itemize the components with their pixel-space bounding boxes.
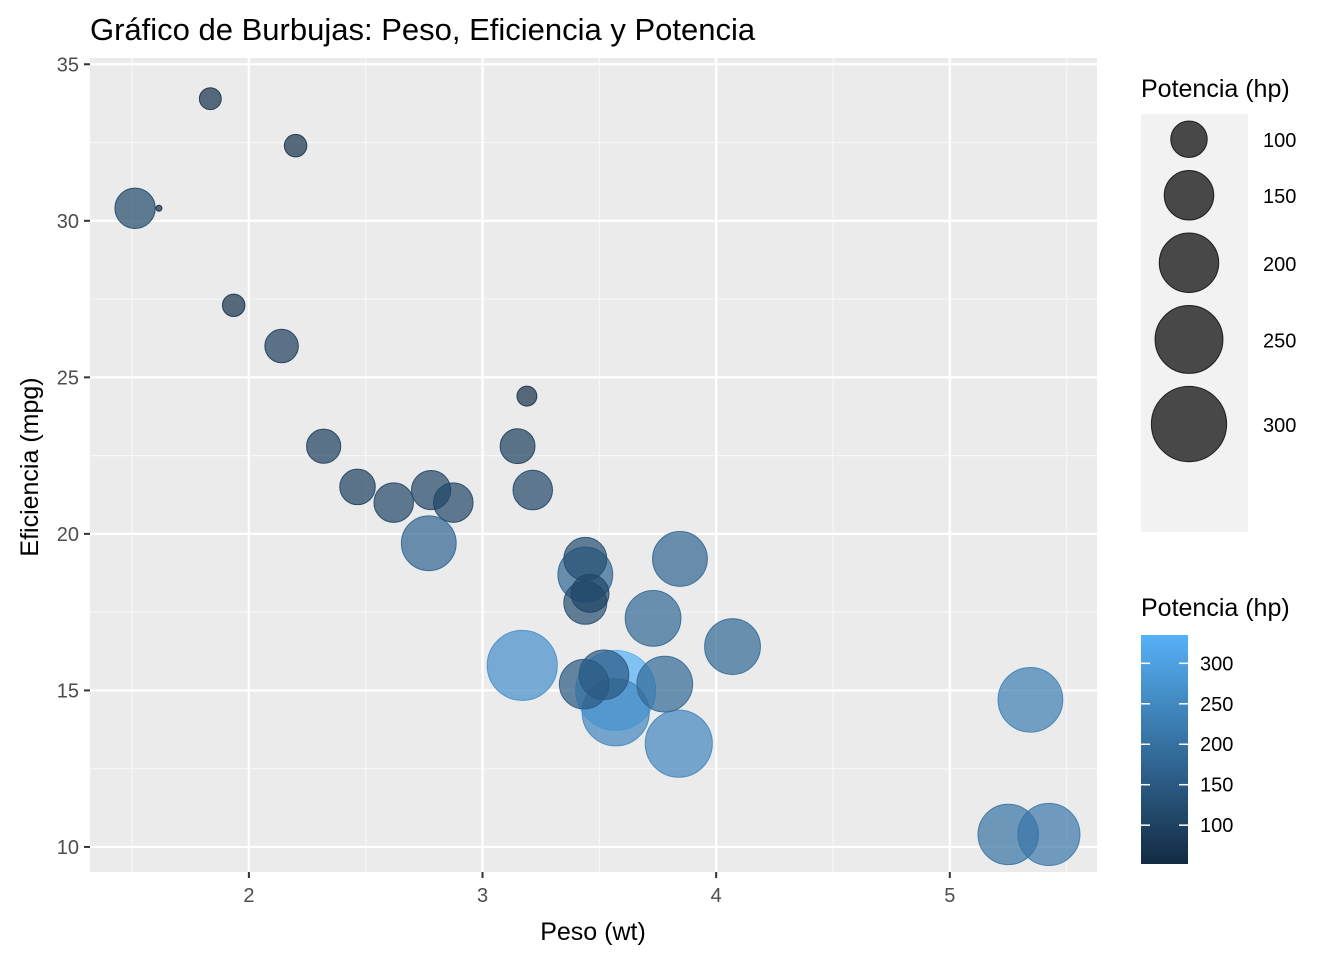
color-legend-title: Potencia (hp) — [1141, 594, 1290, 622]
bubble-point — [114, 187, 156, 229]
x-tick-label: 2 — [243, 885, 254, 907]
size-legend-label: 300 — [1263, 415, 1296, 437]
bubble-point — [704, 618, 761, 675]
size-legend-key — [1150, 385, 1228, 463]
grid-major — [90, 58, 1097, 872]
bubble-point — [570, 573, 610, 613]
bubble-point — [264, 328, 299, 364]
grid-minor — [90, 58, 1097, 872]
size-legend-label: 200 — [1263, 254, 1296, 276]
chart-title: Gráfico de Burbujas: Peso, Eficiencia y … — [90, 12, 756, 47]
bubbles — [114, 87, 1081, 867]
bubble-point — [339, 468, 376, 506]
size-legend: Potencia (hp) 100 150 200 250 300 — [1141, 75, 1296, 532]
bubble-point — [198, 87, 222, 111]
colorbar-label: 300 — [1200, 653, 1233, 675]
y-axis: 10 15 20 25 30 35 — [57, 54, 90, 859]
x-tick-label: 4 — [711, 885, 722, 907]
colorbar-label: 100 — [1200, 815, 1233, 837]
colorbar — [1141, 635, 1188, 864]
y-tick-label: 25 — [57, 367, 79, 389]
bubble-point — [652, 531, 708, 587]
bubble-point — [512, 469, 554, 511]
size-legend-key — [1154, 305, 1224, 374]
bubble-point — [283, 133, 308, 158]
bubble-point — [636, 655, 694, 713]
bubble-point — [624, 590, 682, 647]
x-axis: 2 3 4 5 — [243, 872, 955, 907]
bubble-point — [221, 293, 246, 318]
bubble-point — [977, 803, 1039, 866]
y-tick-label: 10 — [57, 837, 79, 859]
bubble-point — [644, 709, 713, 778]
bubble-point — [155, 204, 163, 212]
bubble-point — [306, 428, 342, 464]
color-legend-ticks: 100 150 200 250 300 — [1141, 653, 1233, 837]
size-legend-key — [1158, 232, 1220, 294]
y-axis-label: Eficiencia (mpg) — [16, 377, 44, 556]
colorbar-label: 250 — [1200, 694, 1233, 716]
size-legend-key — [1163, 169, 1215, 221]
size-legend-label: 100 — [1263, 130, 1296, 152]
colorbar-label: 150 — [1200, 775, 1233, 797]
bubble-point — [411, 469, 452, 511]
bubble-point — [499, 428, 536, 465]
size-legend-label: 250 — [1263, 330, 1296, 352]
bubble-point — [997, 666, 1064, 733]
bubble-point — [563, 536, 608, 581]
plot-panel — [90, 58, 1097, 872]
size-legend-keys: 100 150 200 250 300 — [1150, 120, 1296, 463]
x-tick-label: 5 — [944, 885, 955, 907]
bubble-point — [400, 515, 457, 572]
y-tick-label: 30 — [57, 211, 79, 233]
size-legend-key — [1170, 120, 1208, 158]
y-tick-label: 20 — [57, 524, 79, 546]
bubble-point — [486, 629, 558, 701]
y-tick-label: 35 — [57, 54, 79, 76]
bubble-point — [373, 482, 414, 523]
bubble-point — [558, 658, 610, 710]
color-legend: Potencia (hp) 100 150 200 250 300 — [1141, 594, 1290, 864]
x-axis-label: Peso (wt) — [540, 918, 646, 946]
bubble-point — [516, 385, 538, 407]
size-legend-title: Potencia (hp) — [1141, 75, 1290, 103]
x-tick-label: 3 — [477, 885, 488, 907]
y-tick-label: 15 — [57, 680, 79, 702]
colorbar-label: 200 — [1200, 734, 1233, 756]
size-legend-label: 150 — [1263, 186, 1296, 208]
